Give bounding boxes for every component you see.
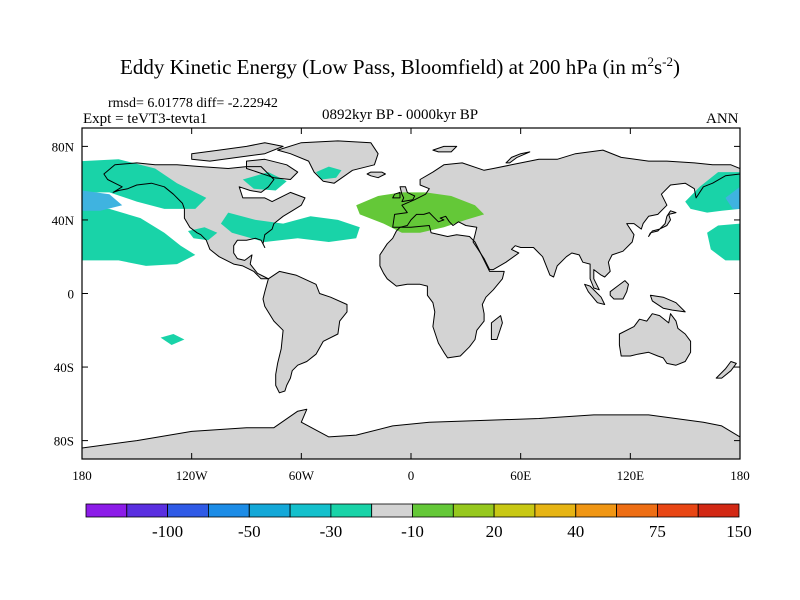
- coastline-uk: [399, 186, 416, 203]
- colorbar-label: -100: [152, 522, 183, 541]
- colorbar-swatch: [126, 503, 169, 518]
- coastline-arctic-islands: [191, 142, 284, 162]
- colorbar-label: -30: [320, 522, 343, 541]
- colorbar-swatch: [371, 503, 413, 518]
- coastline-new-zealand: [715, 361, 737, 379]
- colorbar-swatch: [493, 503, 536, 518]
- colorbar-swatch: [697, 503, 740, 518]
- coastline-novaya-zemlya: [505, 151, 531, 164]
- colorbar-swatch: [248, 503, 291, 518]
- land-novaya-zemlya: [506, 151, 530, 163]
- anomaly-region: [82, 208, 196, 266]
- colorbar-label: 150: [726, 522, 752, 541]
- coastline-new-guinea: [649, 294, 686, 313]
- coastline-australia: [618, 313, 692, 366]
- colorbar-swatch: [207, 503, 250, 518]
- coastline-borneo: [609, 280, 629, 300]
- land-africa: [379, 225, 505, 358]
- anomaly-region: [188, 227, 218, 241]
- lon-tick-label: 60W: [289, 468, 315, 483]
- anomaly-region: [316, 166, 342, 180]
- land-madagascar: [491, 315, 503, 340]
- land-antarctica: [82, 409, 740, 459]
- anomaly-region: [220, 212, 360, 242]
- coastline-baffin: [246, 158, 299, 180]
- colorbar-swatch: [534, 503, 577, 518]
- anomaly-region: [160, 334, 185, 345]
- colorbar-label: -10: [401, 522, 424, 541]
- colorbar-swatch: [330, 503, 373, 518]
- anomaly-region: [707, 223, 740, 261]
- coastline-madagascar: [490, 315, 503, 340]
- lon-tick-label: 60E: [510, 468, 531, 483]
- colorbar-swatch: [452, 503, 495, 518]
- lat-tick-label: 80S: [54, 434, 74, 449]
- land-svalbard: [432, 146, 457, 152]
- coastline-north-america: [103, 162, 306, 280]
- coastline-svalbard: [432, 145, 458, 153]
- coastline-ireland: [392, 191, 401, 199]
- land-arctic-islands: [191, 142, 284, 162]
- tick-layer: 180 120W 60W 0 60E 120E 180 80N 40N 0 40S 80S: [52, 128, 750, 483]
- land-new-zealand: [716, 361, 737, 379]
- colorbar-label: 20: [486, 522, 503, 541]
- lon-tick-label: 0: [408, 468, 415, 483]
- colorbar-swatch: [575, 503, 617, 518]
- coastline-eurasia: [392, 149, 740, 291]
- colorbar-swatch: [412, 503, 454, 518]
- anomaly-region: [725, 186, 740, 209]
- coastline-japan: [648, 210, 677, 237]
- land-greenland: [277, 140, 379, 184]
- lat-tick-label: 40S: [54, 360, 74, 375]
- colorbar-swatch: [167, 503, 209, 518]
- rmsd-diff-label: rmsd= 6.01778 diff= -2.22942: [108, 96, 278, 111]
- land-new-guinea: [650, 295, 686, 312]
- land-eurasia: [392, 150, 740, 290]
- land-north-america: [103, 162, 306, 279]
- anomaly-layer: [82, 140, 740, 459]
- anomaly-region: [82, 190, 123, 211]
- colorbar-swatch: [85, 503, 128, 518]
- colorbar-swatch: [616, 503, 658, 518]
- coastline-africa: [379, 225, 505, 359]
- season-label: ANN: [706, 111, 739, 127]
- coastline-iceland: [366, 171, 386, 179]
- land-australia: [619, 313, 691, 366]
- colorbar-swatch: [657, 503, 699, 518]
- lon-tick-label: 120E: [617, 468, 645, 483]
- land-borneo: [610, 280, 629, 299]
- land-south-america: [263, 271, 347, 393]
- period-label: 0892kyr BP - 0000kyr BP: [322, 107, 479, 123]
- lat-tick-label: 0: [68, 287, 75, 302]
- coastline-sumatra: [584, 283, 606, 305]
- lat-tick-label: 80N: [52, 139, 75, 154]
- coastline-greenland: [277, 140, 379, 184]
- chart-title: Eddy Kinetic Energy (Low Pass, Bloomfiel…: [120, 54, 680, 79]
- experiment-label: Expt = teVT3-tevta1: [83, 111, 208, 127]
- anomaly-region: [242, 172, 287, 191]
- land-layer: [82, 140, 740, 459]
- colorbar-swatch: [289, 503, 332, 518]
- coastline-antarctica: [82, 408, 740, 459]
- anomaly-region: [356, 192, 485, 233]
- anomaly-region: [685, 172, 740, 213]
- coastline-south-america: [262, 270, 348, 394]
- lon-tick-label: 180: [730, 468, 750, 483]
- lon-tick-label: 180: [72, 468, 92, 483]
- lon-tick-label: 120W: [176, 468, 209, 483]
- land-sumatra: [584, 284, 605, 305]
- lat-tick-label: 40N: [52, 213, 75, 228]
- colorbar-label: 40: [567, 522, 584, 541]
- colorbar-label: -50: [238, 522, 261, 541]
- colorbar-label: 75: [649, 522, 666, 541]
- colorbar: -100 -50 -30 -10 20 40 75 150: [85, 503, 752, 541]
